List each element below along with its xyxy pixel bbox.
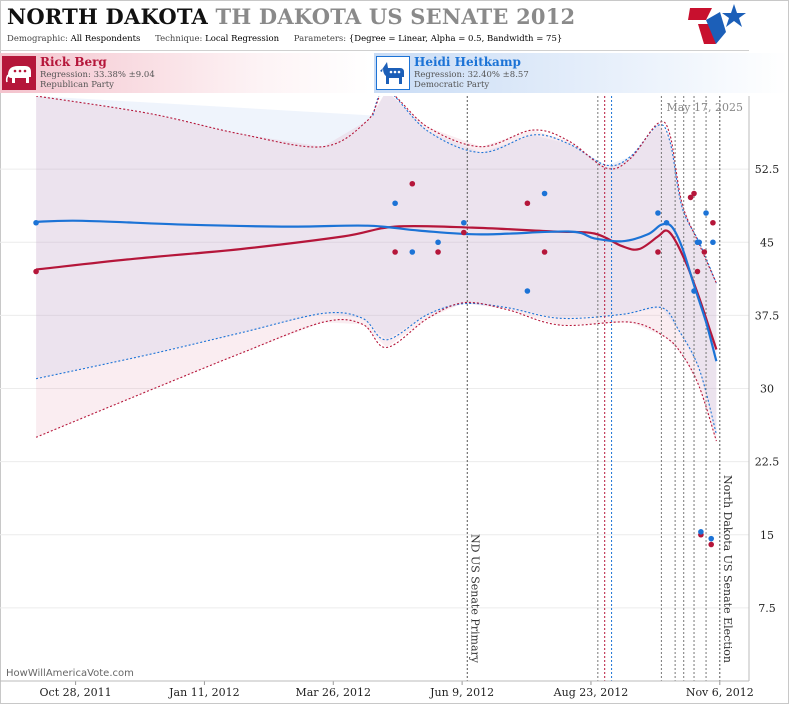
site-logo-icon [688,4,746,44]
y-tick-label: 30 [760,383,774,396]
poll-point [710,219,716,226]
x-tick-label: Nov 6, 2012 [686,686,754,699]
poll-point [691,190,697,197]
regression-lines [35,219,718,362]
event-line-label: ND US Senate Primary [468,534,481,664]
chart-axes: 7.5 15 22.5 30 37.5 45 52.5 Oct 28, 2011 Jan 11,… [0,96,779,699]
event-line-label: North Dakota US Senate Election [721,475,734,663]
parameters-label: Parameters: [293,34,347,44]
candidate-panel-republican: Rick Berg Regression: 33.38% ±9.04 Repub… [0,53,370,93]
candidate-regression-republican: Regression: 33.38% ±9.04 [40,70,155,80]
y-tick-label: 7.5 [758,602,776,615]
poll-point [33,268,39,275]
x-tick-label: Jan 11, 2012 [168,686,240,699]
poll-point [524,200,531,207]
confidence-bands [35,96,717,442]
date-stamp: May 17, 2025 [666,101,743,114]
elephant-icon [2,56,36,90]
poll-point [663,219,670,226]
poll-point [461,219,467,226]
poll-point [694,268,701,275]
poll-point [524,288,531,294]
poll-point [687,194,694,201]
poll-point [691,288,697,294]
poll-point [409,180,416,187]
poll-point [655,210,661,216]
upper-bound-line [372,96,717,284]
y-tick-label: 37.5 [755,309,780,322]
demographic-label: Demographic: [7,34,68,44]
x-tick-label: Mar 26, 2012 [295,686,371,699]
poll-point [435,249,441,255]
x-tick-label: Oct 28, 2011 [40,686,112,699]
poll-point [33,219,39,226]
demographic-value: All Respondents [70,34,141,44]
y-tick-label: 45 [760,236,774,249]
candidate-name-democratic: Heidi Heitkamp [414,55,521,69]
poll-point [710,239,716,246]
candidate-panel-democratic: Heidi Heitkamp Regression: 32.40% ±8.57 … [374,53,788,93]
poll-point [461,229,467,236]
poll-point [409,249,416,255]
poll-point [541,190,548,197]
candidate-regression-democratic: Regression: 32.40% ±8.57 [414,70,529,80]
chart-gridlines [0,168,749,609]
regression-line [36,219,718,362]
donkey-icon [376,56,410,90]
title-state: NORTH DAKOTA [7,4,209,29]
technique-label: Technique: [155,34,203,44]
site-credit: HowWillAmericaVote.com [6,668,134,679]
poll-point [392,249,398,255]
candidate-party-democratic: Democratic Party [414,80,490,90]
chart-title: NORTH DAKOTA TH DAKOTA US SENATE 2012 [7,4,575,29]
confidence-band [36,96,717,442]
poll-point [703,210,709,216]
poll-point [701,249,708,255]
poll-point [698,529,704,535]
poll-point [541,249,548,255]
x-tick-label: Jun 9, 2012 [429,686,494,699]
poll-point [655,249,661,255]
poll-point [392,200,398,207]
poll-point [708,541,715,548]
poll-point [435,239,441,246]
x-tick-label: Aug 23, 2012 [553,686,629,699]
poll-point [696,239,702,246]
poll-points [33,180,716,548]
parameters-value: {Degree = Linear, Alpha = 0.5, Bandwidth… [348,34,563,44]
candidate-party-republican: Republican Party [40,80,114,90]
confidence-band [36,96,717,435]
chart-parameters: Demographic: All Respondents Technique: … [7,34,562,44]
event-lines: ND US Senate Primary North Dakota US Sena… [466,96,734,681]
candidate-name-republican: Rick Berg [40,55,107,69]
y-tick-label: 15 [760,529,774,542]
y-tick-label: 52.5 [755,163,780,176]
technique-value: Local Regression [205,34,280,44]
poll-point [708,535,715,542]
y-tick-label: 22.5 [755,456,780,469]
title-race: TH DAKOTA US SENATE 2012 [215,4,576,29]
poll-chart: ND US Senate Primary North Dakota US Sena… [0,96,779,699]
chart-header: NORTH DAKOTA TH DAKOTA US SENATE 2012 De… [0,0,749,51]
